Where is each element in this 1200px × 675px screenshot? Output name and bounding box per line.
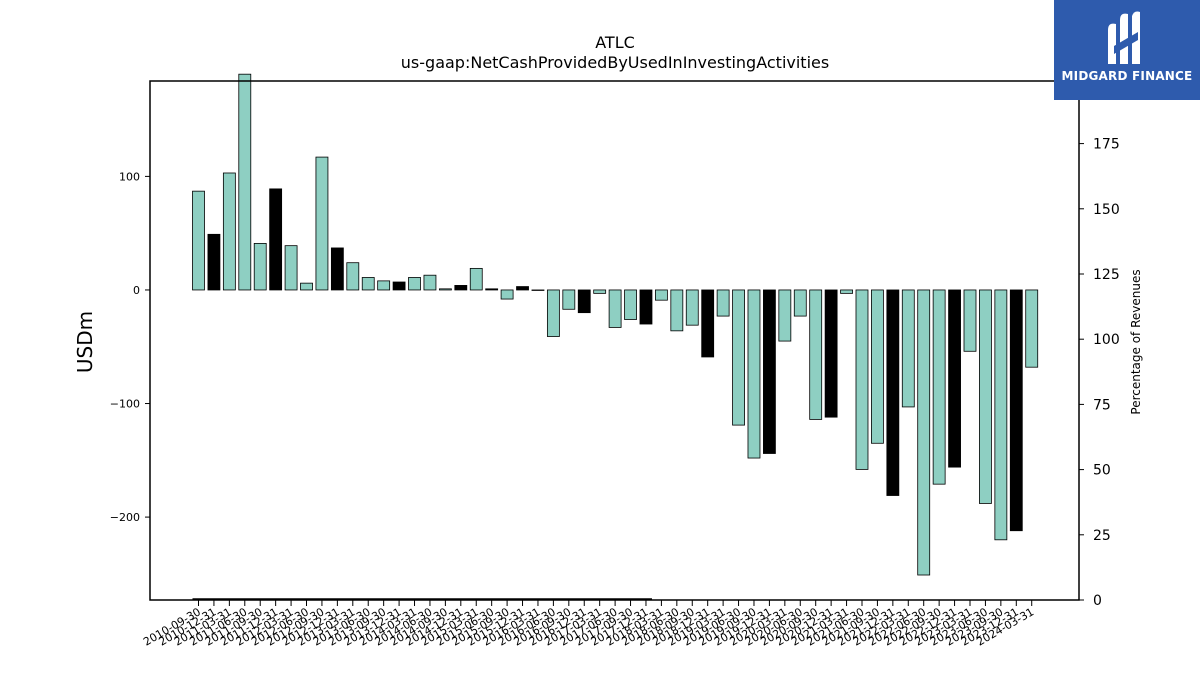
bar-2016-03-31 — [531, 289, 545, 291]
bar-2015-03-31 — [469, 267, 483, 291]
y-tick-label: 100 — [119, 170, 140, 183]
plot-frame — [149, 80, 1080, 601]
y-right-tick-label: 0 — [1093, 593, 1102, 609]
bar-2022-06-30 — [917, 289, 931, 576]
bar-2019-06-30 — [732, 289, 745, 426]
bar-2012-09-30 — [315, 156, 329, 291]
bar-2022-12-31 — [948, 289, 961, 468]
bar-2013-09-30 — [377, 280, 391, 291]
bar-2020-09-30 — [809, 289, 823, 420]
y-tick-label: 0 — [133, 284, 140, 297]
bar-2016-06-30 — [546, 289, 560, 337]
bar-2018-12-31 — [701, 289, 715, 358]
y-axis-right: 0 25 50 75 100 125 150 175 — [1079, 137, 1120, 609]
bar-2019-12-31 — [763, 289, 776, 454]
x-axis: 2010-09-302010-12-312011-03-312011-06-30… — [141, 600, 1036, 649]
y-axis-label: USDm — [73, 311, 97, 373]
bar-2020-12-31 — [824, 289, 838, 418]
bar-2012-06-30 — [300, 282, 313, 291]
bar-2012-03-31 — [284, 245, 298, 291]
bar-2019-03-31 — [716, 289, 730, 317]
bar-2020-03-31 — [778, 289, 792, 342]
chart-subtitle: us-gaap:NetCashProvidedByUsedInInvesting… — [401, 53, 829, 72]
bar-2017-12-31 — [639, 289, 653, 325]
bar-2021-06-30 — [855, 289, 869, 470]
bar-2011-09-30 — [253, 242, 267, 291]
bar-2011-06-30 — [238, 73, 252, 291]
y-right-tick-label: 125 — [1093, 267, 1120, 283]
bar-2015-09-30 — [500, 289, 514, 300]
bar-series — [192, 73, 1039, 600]
y-axis-right-label: Percentage of Revenues — [1129, 269, 1143, 414]
y-tick-label: −100 — [110, 398, 140, 411]
bar-2010-09-30 — [192, 190, 205, 291]
bar-2010-12-31 — [207, 233, 221, 291]
bar-2012-12-31 — [330, 247, 344, 291]
bar-2014-03-31 — [408, 277, 421, 291]
bar-2013-06-30 — [361, 277, 375, 291]
chart-title: ATLC — [595, 33, 635, 52]
bar-2022-09-30 — [932, 289, 946, 485]
brand-name: MIDGARD FINANCE — [1061, 69, 1193, 83]
bar-2018-06-30 — [670, 289, 684, 332]
y-right-tick-label: 50 — [1093, 463, 1111, 479]
y-tick-label: −200 — [110, 511, 140, 524]
bar-2015-06-30 — [485, 288, 499, 291]
bar-2023-03-31 — [963, 289, 977, 352]
bar-2023-12-31 — [1009, 289, 1023, 532]
bar-2014-09-30 — [438, 288, 452, 291]
y-right-tick-label: 175 — [1093, 137, 1120, 153]
y-right-tick-label: 100 — [1093, 332, 1120, 348]
bar-2021-12-31 — [886, 289, 900, 496]
y-right-tick-label: 25 — [1093, 528, 1111, 544]
bar-2017-06-30 — [608, 289, 622, 328]
bar-2021-09-30 — [871, 289, 884, 444]
bar-2016-12-31 — [577, 289, 591, 314]
bar-2017-03-31 — [593, 289, 607, 294]
y-axis-left: −200 −100 0 100 — [110, 170, 150, 524]
bar-2022-03-31 — [901, 289, 915, 408]
bar-2013-12-31 — [392, 281, 406, 291]
bar-2018-09-30 — [685, 289, 699, 326]
bar-2016-09-30 — [562, 289, 576, 310]
y-right-tick-label: 150 — [1093, 202, 1120, 218]
bar-2024-03-31 — [1025, 289, 1039, 368]
bar-2023-06-30 — [979, 289, 992, 504]
bar-2011-03-31 — [222, 172, 236, 291]
bar-2011-12-31 — [269, 188, 283, 291]
bar-2014-06-30 — [423, 274, 437, 291]
bar-2023-09-30 — [994, 289, 1008, 541]
bar-2021-03-31 — [840, 289, 853, 294]
midgard-m-logo-icon — [1108, 11, 1140, 65]
bar-2014-12-31 — [454, 285, 468, 291]
bar-2013-03-31 — [346, 262, 360, 291]
bar-2017-09-30 — [624, 289, 637, 320]
y-right-tick-label: 75 — [1093, 397, 1111, 413]
bar-2015-12-31 — [516, 286, 529, 291]
bar-2019-09-30 — [747, 289, 761, 459]
bar-2018-03-31 — [655, 289, 668, 301]
brand-logo: MIDGARD FINANCE — [1054, 0, 1200, 100]
bar-2020-06-30 — [793, 289, 807, 317]
